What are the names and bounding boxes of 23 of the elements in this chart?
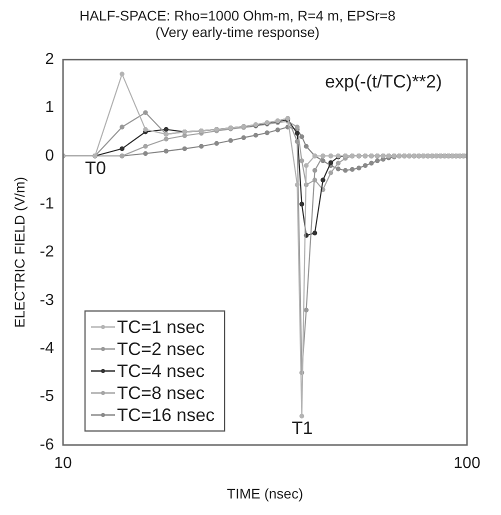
y-tick-label: 2 <box>45 51 54 68</box>
y-tick-label: -4 <box>40 340 54 358</box>
y-tick-label: -5 <box>40 388 54 406</box>
legend-label: TC=8 nsec <box>117 382 205 403</box>
legend-label: TC=1 nsec <box>117 316 205 337</box>
annotation: T1 <box>292 418 313 438</box>
y-tick-label: -6 <box>40 436 54 454</box>
y-tick-label: -2 <box>40 244 54 261</box>
legend-label: TC=2 nsec <box>117 338 205 359</box>
x-axis-title: TIME (nsec) <box>226 485 304 502</box>
y-tick-label: -1 <box>40 196 54 213</box>
chart-subtitle: (Very early-time response) <box>155 24 320 40</box>
y-tick-label: 1 <box>45 99 54 116</box>
y-tick-label: 0 <box>45 147 54 164</box>
annotation: exp(-(t/TC)**2) <box>324 72 442 92</box>
legend-label: TC=4 nsec <box>117 360 205 381</box>
x-tick-label: 100 <box>454 455 480 472</box>
annotation: T0 <box>85 158 106 178</box>
y-axis-title: ELECTRIC FIELD (V/m) <box>11 176 28 328</box>
chart-title: HALF-SPACE: Rho=1000 Ohm-m, R=4 m, EPSr=8 <box>79 7 396 24</box>
x-tick-label: 10 <box>54 455 72 472</box>
y-tick-label: -3 <box>40 292 54 309</box>
legend-label: TC=16 nsec <box>117 404 215 425</box>
